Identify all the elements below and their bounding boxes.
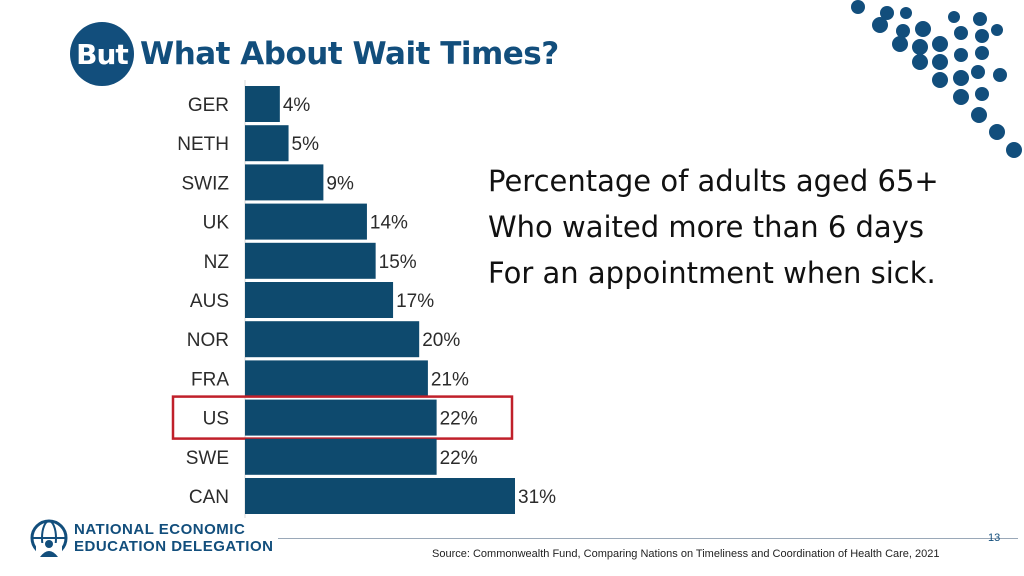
page-title: What About Wait Times?: [140, 36, 559, 72]
source-note: Source: Commonwealth Fund, Comparing Nat…: [432, 548, 940, 560]
bar-ger: [245, 86, 280, 122]
decorative-dot: [932, 36, 948, 52]
category-label: UK: [203, 213, 230, 234]
value-label: 21%: [431, 369, 469, 390]
bar-nor: [245, 321, 420, 358]
description-line-1: Percentage of adults aged 65+: [488, 164, 939, 198]
bar-aus: [245, 282, 394, 318]
decorative-dot: [932, 54, 948, 70]
decorative-dot: [932, 72, 948, 88]
category-label: US: [203, 409, 229, 430]
category-label: SWIZ: [182, 173, 230, 194]
decorative-dot: [954, 26, 968, 40]
decorative-dot: [851, 0, 865, 14]
decorative-dot: [1006, 142, 1022, 158]
category-label: SWE: [186, 448, 229, 469]
decorative-dot: [973, 12, 987, 26]
decorative-dot: [975, 29, 989, 43]
description-line-2: Who waited more than 6 days: [488, 210, 924, 244]
value-label: 14%: [370, 213, 408, 234]
decorative-dot: [971, 107, 987, 123]
bar-chart: GER 4% NETH 5% SWIZ 9% UK 14% NZ 15% AUS 17% NOR 20% F…: [171, 80, 556, 518]
globe-person-icon: [30, 519, 68, 557]
decorative-dot: [896, 24, 910, 38]
decorative-dot: [989, 124, 1005, 140]
decorative-dot: [900, 7, 912, 19]
value-label: 4%: [283, 95, 311, 116]
title-circle-badge: But: [70, 22, 134, 86]
decorative-dot: [954, 48, 968, 62]
value-label: 22%: [440, 409, 478, 430]
decorative-dot: [892, 36, 908, 52]
value-label: 15%: [379, 252, 417, 273]
chart-description: Percentage of adults aged 65+ Who waited…: [488, 158, 988, 296]
category-label: NETH: [177, 134, 229, 155]
decorative-dot: [991, 24, 1003, 36]
highlight-box: [171, 395, 514, 440]
bar-swiz: [245, 164, 324, 201]
decorative-dot: [912, 39, 928, 55]
value-label: 31%: [518, 487, 556, 508]
category-label: GER: [188, 95, 229, 116]
decorative-dot: [912, 54, 928, 70]
bar-can: [245, 478, 515, 514]
decorative-dot: [915, 21, 931, 37]
slide-title: But What About Wait Times?: [70, 22, 559, 86]
value-label: 17%: [396, 291, 434, 312]
bar-neth: [245, 125, 289, 162]
category-label: FRA: [191, 369, 229, 390]
bar-fra: [245, 360, 428, 397]
bar-uk: [245, 203, 367, 240]
value-label: 22%: [440, 448, 478, 469]
description-line-3: For an appointment when sick.: [488, 256, 936, 290]
category-label: CAN: [189, 487, 229, 508]
value-label: 5%: [292, 134, 320, 155]
decorative-dot: [971, 65, 985, 79]
value-label: 20%: [422, 330, 460, 351]
decorative-dots-pattern: [851, 0, 1022, 158]
logo-line-2: EDUCATION DELEGATION: [74, 538, 274, 555]
bar-nz: [245, 242, 376, 279]
category-label: NZ: [204, 252, 230, 273]
page-number: 13: [988, 532, 1001, 544]
decorative-dot: [953, 89, 969, 105]
category-label: AUS: [190, 291, 229, 312]
category-label: NOR: [187, 330, 229, 351]
logo-line-1: NATIONAL ECONOMIC: [74, 521, 246, 538]
decorative-dot: [975, 46, 989, 60]
decorative-dot: [880, 6, 894, 20]
footer-divider: [278, 538, 1018, 539]
bar-swe: [245, 438, 437, 475]
value-label: 9%: [326, 173, 354, 194]
bar-us: [245, 399, 437, 436]
decorative-dot: [953, 70, 969, 86]
ned-logo: NATIONAL ECONOMIC EDUCATION DELEGATION: [30, 519, 273, 557]
decorative-dot: [975, 87, 989, 101]
decorative-dot: [872, 17, 888, 33]
decorative-dot: [993, 68, 1007, 82]
decorative-dot: [948, 11, 960, 23]
